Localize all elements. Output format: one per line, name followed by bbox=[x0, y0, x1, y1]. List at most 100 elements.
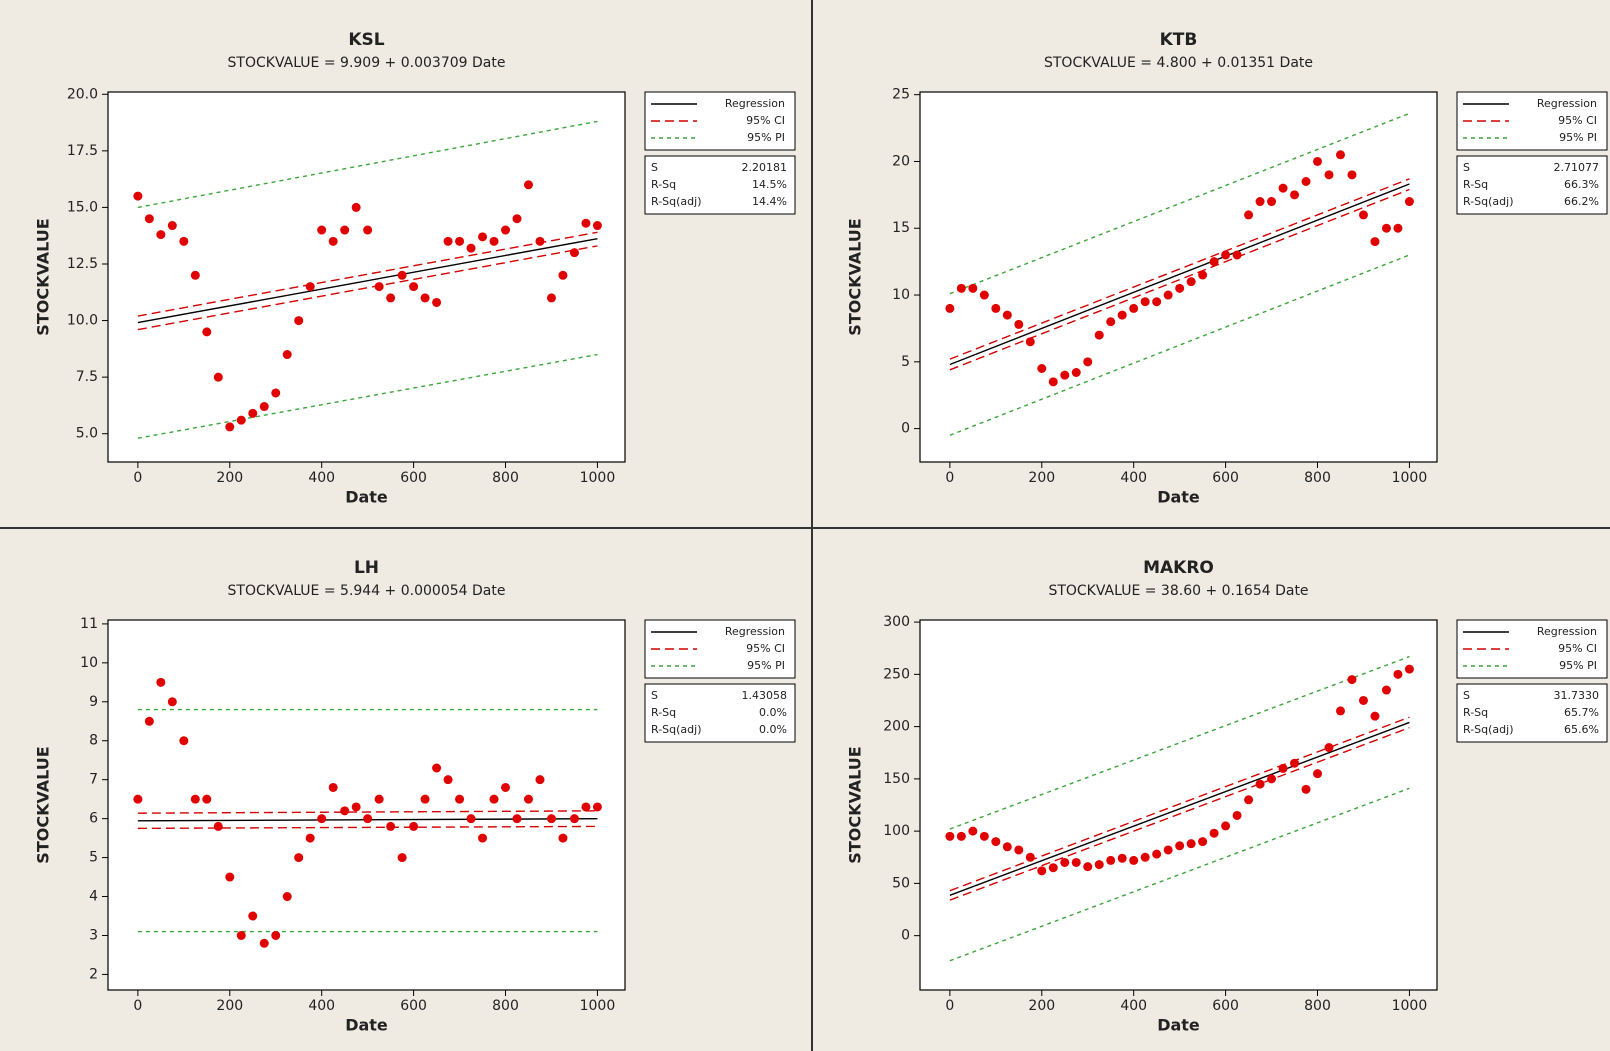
y-tick-label: 20 bbox=[892, 153, 910, 169]
data-point bbox=[133, 794, 143, 804]
data-point bbox=[592, 802, 602, 812]
chart-subtitle: STOCKVALUE = 38.60 + 0.1654 Date bbox=[1048, 583, 1308, 599]
legend-label: 95% PI bbox=[1559, 131, 1597, 144]
stat-label: R-Sq(adj) bbox=[651, 195, 702, 208]
data-point bbox=[581, 802, 591, 812]
fit-line bbox=[137, 237, 598, 324]
chart-title: KSL bbox=[348, 30, 384, 50]
data-point bbox=[1025, 337, 1035, 347]
data-point bbox=[535, 775, 545, 785]
data-point bbox=[1037, 363, 1047, 373]
data-point bbox=[1186, 839, 1196, 849]
data-point bbox=[1071, 857, 1081, 867]
data-point bbox=[259, 402, 269, 412]
chart-subtitle: STOCKVALUE = 4.800 + 0.01351 Date bbox=[1044, 55, 1313, 71]
y-axis-label: STOCKVALUE bbox=[34, 218, 53, 335]
data-point bbox=[167, 697, 177, 707]
data-point bbox=[1393, 223, 1403, 233]
data-point bbox=[489, 794, 499, 804]
stat-value: 0.0% bbox=[759, 706, 787, 719]
data-point bbox=[1278, 763, 1288, 773]
legend-label: Regression bbox=[725, 625, 785, 638]
y-tick-label: 17.5 bbox=[67, 143, 98, 159]
stat-label: S bbox=[651, 689, 658, 702]
fit-line bbox=[949, 112, 1410, 295]
x-tick-label: 800 bbox=[492, 470, 519, 486]
stats-box bbox=[644, 155, 796, 215]
y-tick-label: 0 bbox=[901, 928, 910, 944]
x-tick-label: 200 bbox=[1028, 470, 1055, 486]
x-tick-label: 0 bbox=[133, 998, 142, 1014]
data-point bbox=[1014, 845, 1024, 855]
data-point bbox=[374, 282, 384, 292]
data-point bbox=[351, 202, 361, 212]
data-point bbox=[1404, 664, 1414, 674]
data-point bbox=[179, 236, 189, 246]
data-point bbox=[512, 814, 522, 824]
data-point bbox=[991, 837, 1001, 847]
data-point bbox=[1370, 711, 1380, 721]
y-tick-label: 5 bbox=[901, 354, 910, 370]
y-tick-label: 3 bbox=[89, 927, 98, 943]
data-point bbox=[1381, 223, 1391, 233]
data-point bbox=[190, 270, 200, 280]
data-point bbox=[466, 243, 476, 253]
chart-panel: LH STOCKVALUE = 5.944 + 0.000054 Date Date… bbox=[34, 558, 796, 1035]
legend-label: 95% CI bbox=[746, 642, 785, 655]
data-point bbox=[1335, 706, 1345, 716]
legend-label: 95% PI bbox=[747, 659, 785, 672]
data-point bbox=[979, 290, 989, 300]
data-point bbox=[236, 930, 246, 940]
data-point bbox=[443, 236, 453, 246]
stat-label: S bbox=[651, 161, 658, 174]
data-point bbox=[1290, 758, 1300, 768]
data-point bbox=[501, 225, 511, 235]
chart-title: KTB bbox=[1160, 30, 1198, 50]
x-tick-label: 600 bbox=[400, 998, 427, 1014]
data-point bbox=[236, 415, 246, 425]
data-point bbox=[294, 853, 304, 863]
x-tick-label: 400 bbox=[1120, 998, 1147, 1014]
y-tick-label: 8 bbox=[89, 733, 98, 749]
data-point bbox=[202, 794, 212, 804]
data-point bbox=[546, 293, 556, 303]
chart-panel: MAKRO STOCKVALUE = 38.60 + 0.1654 Date Dat… bbox=[846, 558, 1608, 1035]
chart-panel: KTB STOCKVALUE = 4.800 + 0.01351 Date Date… bbox=[846, 30, 1608, 507]
data-point bbox=[523, 180, 533, 190]
data-point bbox=[397, 270, 407, 280]
data-point bbox=[1117, 310, 1127, 320]
y-tick-label: 15.0 bbox=[67, 199, 98, 215]
data-point bbox=[1071, 368, 1081, 378]
y-tick-label: 200 bbox=[883, 719, 910, 735]
x-tick-label: 1000 bbox=[1392, 998, 1428, 1014]
data-point bbox=[968, 283, 978, 293]
stat-label: R-Sq bbox=[651, 706, 676, 719]
data-point bbox=[1209, 257, 1219, 267]
chart-subtitle: STOCKVALUE = 5.944 + 0.000054 Date bbox=[228, 583, 506, 599]
data-point bbox=[1186, 277, 1196, 287]
chart-title: MAKRO bbox=[1143, 558, 1214, 578]
data-point bbox=[1106, 317, 1116, 327]
data-point bbox=[1232, 810, 1242, 820]
data-point bbox=[1025, 852, 1035, 862]
fit-line bbox=[137, 231, 598, 317]
data-point bbox=[1083, 357, 1093, 367]
data-point bbox=[1335, 150, 1345, 160]
fit-line bbox=[949, 655, 1410, 830]
x-axis-label: Date bbox=[345, 488, 388, 507]
x-tick-label: 200 bbox=[216, 998, 243, 1014]
data-point bbox=[144, 716, 154, 726]
data-point bbox=[1347, 170, 1357, 180]
data-point bbox=[248, 408, 258, 418]
data-point bbox=[1381, 685, 1391, 695]
data-point bbox=[558, 270, 568, 280]
data-point bbox=[945, 303, 955, 313]
data-point bbox=[991, 303, 1001, 313]
x-tick-label: 800 bbox=[1304, 998, 1331, 1014]
y-tick-label: 20.0 bbox=[67, 86, 98, 102]
data-point bbox=[305, 833, 315, 843]
data-point bbox=[535, 236, 545, 246]
fit-line bbox=[137, 353, 598, 439]
data-point bbox=[1267, 774, 1277, 784]
